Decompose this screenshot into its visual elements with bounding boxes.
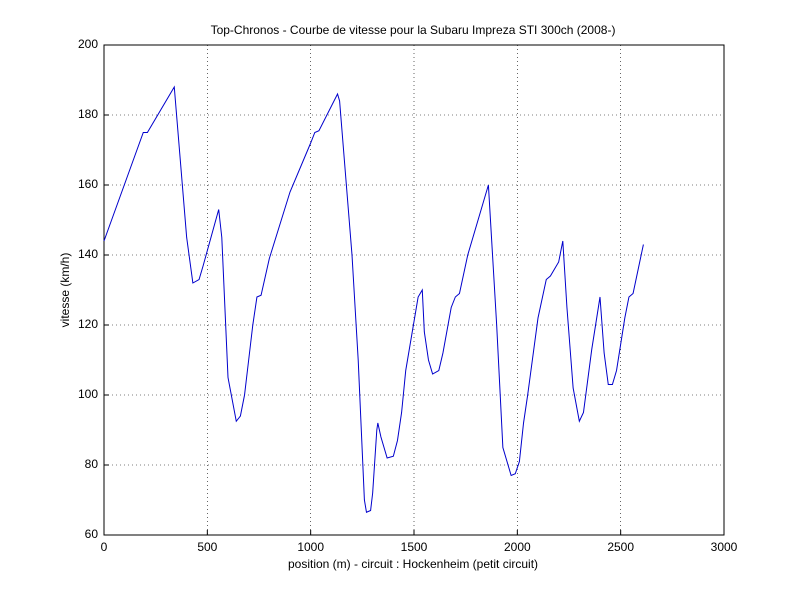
y-tick-label: 80 bbox=[85, 457, 99, 471]
y-tick-label: 180 bbox=[78, 107, 98, 121]
data-line bbox=[103, 85, 644, 513]
y-tick-label: 100 bbox=[78, 387, 98, 401]
y-tick-label: 140 bbox=[78, 247, 98, 261]
y-axis-label: vitesse (km/h) bbox=[58, 253, 72, 328]
y-tick-label: 60 bbox=[85, 527, 99, 541]
plot-frame bbox=[103, 44, 725, 536]
y-tick-label: 200 bbox=[78, 37, 98, 51]
x-tick-label: 500 bbox=[197, 540, 217, 554]
chart-title: Top-Chronos - Courbe de vitesse pour la … bbox=[211, 23, 616, 37]
x-axis-label: position (m) - circuit : Hockenheim (pet… bbox=[288, 557, 538, 571]
y-tick-label: 120 bbox=[78, 317, 98, 331]
x-tick-label: 1500 bbox=[401, 540, 428, 554]
y-tick-label: 160 bbox=[78, 177, 98, 191]
x-tick-label: 3000 bbox=[711, 540, 738, 554]
x-tick-label: 1000 bbox=[297, 540, 324, 554]
x-tick-label: 0 bbox=[101, 540, 108, 554]
x-tick-label: 2000 bbox=[504, 540, 531, 554]
x-tick-label: 2500 bbox=[607, 540, 634, 554]
